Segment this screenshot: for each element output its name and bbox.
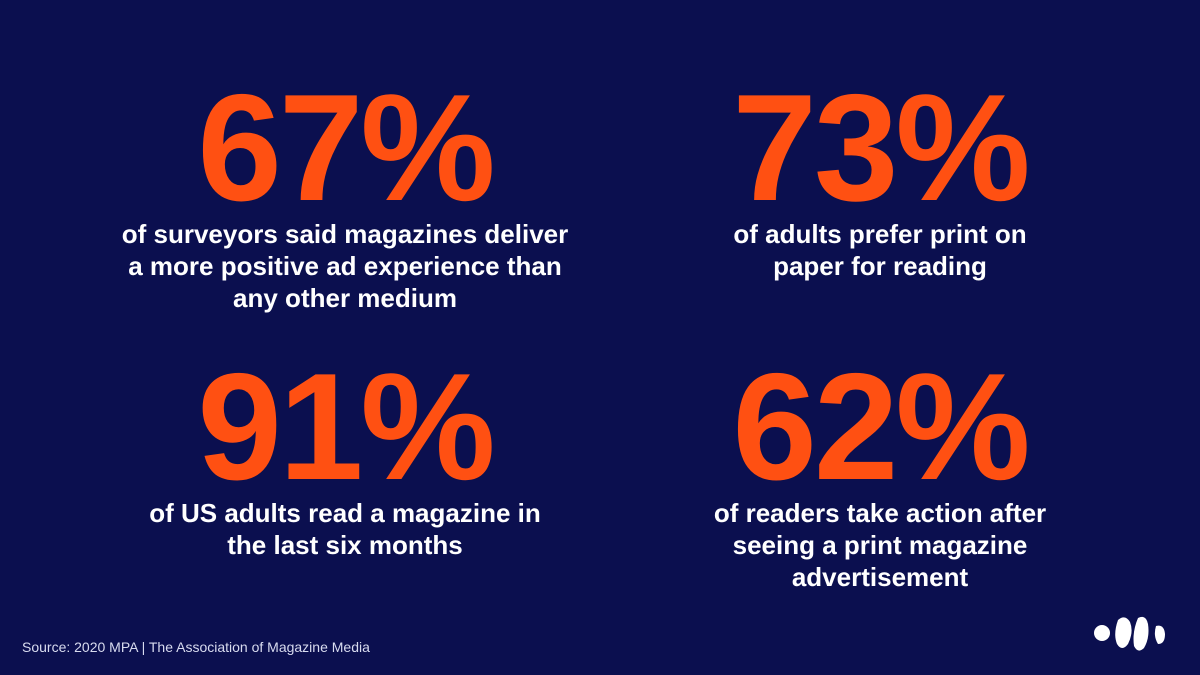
stat-value: 62% (732, 342, 1030, 512)
source-note: Source: 2020 MPA | The Association of Ma… (22, 639, 370, 655)
description-line: a more positive ad experience than (128, 251, 562, 281)
description-line: paper for reading (773, 251, 987, 281)
description-line: of US adults read a magazine in (149, 498, 541, 528)
description-line: seeing a print magazine (732, 530, 1028, 560)
stat-description: of readers take action after seeing a pri… (600, 497, 1160, 593)
description-line: advertisement (791, 562, 969, 592)
stat-value: 73% (732, 63, 1030, 233)
stat-value: 67% (197, 63, 495, 233)
stat-block: 67% of surveyors said magazines deliver a … (65, 63, 625, 314)
stat-value: 91% (197, 342, 495, 512)
stat-description: of adults prefer print on paper for readi… (600, 218, 1160, 282)
description-line: of adults prefer print on (733, 219, 1027, 249)
stat-description: of US adults read a magazine in the last … (65, 497, 625, 561)
stat-block: 73% of adults prefer print on paper for re… (600, 63, 1160, 282)
description-line: of readers take action after (713, 498, 1047, 528)
description-line: the last six months (227, 530, 463, 560)
logo (1094, 616, 1165, 651)
stat-block: 62% of readers take action after seeing a … (600, 342, 1160, 593)
description-line: any other medium (233, 283, 457, 313)
stat-description: of surveyors said magazines deliver a mor… (65, 218, 625, 314)
stat-block: 91% of US adults read a magazine in the la… (65, 342, 625, 561)
description-line: of surveyors said magazines deliver (121, 219, 569, 249)
